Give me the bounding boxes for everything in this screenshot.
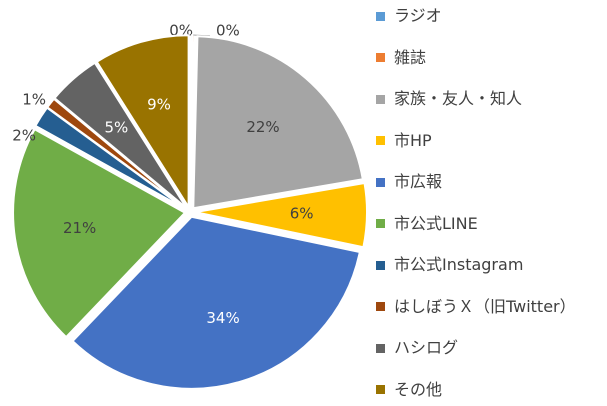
legend-label: 市HP [394,130,432,150]
legend-label: 市公式Instagram [394,255,524,274]
slice-data-label: 5% [105,119,129,137]
legend-item: ラジオ [376,4,442,28]
legend-swatch [376,302,385,311]
legend-item: 市広報 [376,170,442,194]
slice-data-label: 21% [63,219,96,237]
legend-label: 市公式LINE [394,213,478,233]
legend-label: 雑誌 [394,47,427,67]
legend-label: はしぼうＸ（旧Twitter） [394,296,576,316]
slice-data-label: 9% [147,95,171,113]
legend-label: 市広報 [394,172,443,191]
legend-swatch [376,219,385,228]
legend-item: 市HP [376,129,432,153]
pie-slice [192,35,364,210]
legend-item: 家族・友人・知人 [376,87,522,111]
legend-swatch [376,94,385,104]
legend-label: ラジオ [394,6,442,25]
slice-data-label: 0% [216,22,240,40]
pie-slice [71,215,362,390]
legend-label: 家族・友人・知人 [394,89,523,108]
pie-slice [95,34,190,211]
legend-swatch [376,53,385,62]
slice-data-label: 34% [206,309,239,327]
slice-data-label: 2% [12,127,36,145]
pie-slice [194,181,368,249]
legend-swatch [376,260,385,270]
slice-data-label: 6% [290,205,314,223]
legend-swatch [376,136,385,145]
legend-item: 雑誌 [376,46,426,70]
pie-slice [12,127,187,339]
slice-data-label: 22% [246,118,279,136]
pie-chart: 0% 0%22%6%34%21%2%1%5%9% [12,22,368,390]
legend-item: 市公式LINE [376,212,478,236]
legend-item: その他 [376,378,442,402]
legend: ラジオ雑誌家族・友人・知人 市HP 市広報市公式LINE 市公式Instagram はし… [376,0,607,406]
legend-item: はしぼうＸ（旧Twitter） [376,295,576,319]
legend-label: その他 [394,379,443,399]
legend-swatch [376,343,385,353]
legend-item: 市公式Instagram [376,253,523,277]
legend-item: ハシログ [376,336,458,360]
legend-label: ハシログ [394,338,459,357]
pie-slice [53,61,188,210]
slice-data-label: 1% [22,91,46,109]
legend-swatch [376,385,385,394]
legend-swatch [376,11,385,21]
legend-swatch [376,177,385,187]
